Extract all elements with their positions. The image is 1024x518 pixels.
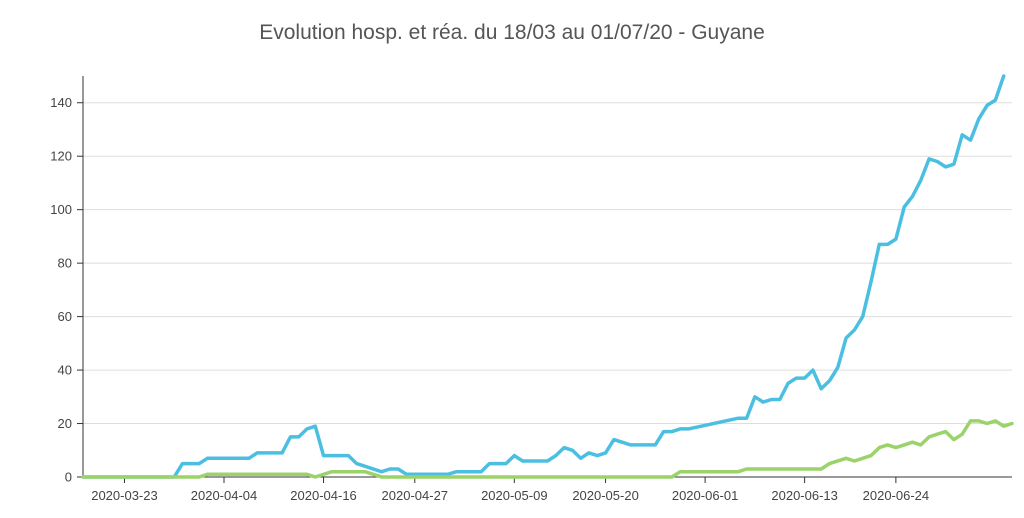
x-tick-label: 2020-04-27 (382, 488, 449, 503)
x-tick-label: 2020-04-04 (191, 488, 258, 503)
chart-title: Evolution hosp. et réa. du 18/03 au 01/0… (259, 21, 765, 44)
x-tick-label: 2020-04-16 (290, 488, 357, 503)
x-axis: 2020-03-23 2020-04-04 2020-04-16 2020-04-27… (83, 476, 1012, 503)
x-tick-label: 2020-03-23 (91, 488, 158, 503)
y-axis: 0 20 40 60 80 100 120 140 (50, 76, 84, 485)
x-tick-label: 2020-05-20 (572, 488, 639, 503)
x-tick-label: 2020-06-13 (771, 488, 838, 503)
series-line-1 (81, 74, 1006, 479)
x-tick-label: 2020-05-09 (481, 488, 548, 503)
series-lines (81, 74, 1014, 479)
y-tick-label: 20 (58, 416, 72, 431)
y-tick-label: 40 (58, 363, 72, 378)
y-tick-label: 60 (58, 309, 72, 324)
y-tick-label: 120 (50, 149, 72, 164)
y-tick-label: 100 (50, 202, 72, 217)
y-tick-label: 140 (50, 95, 72, 110)
series-line-2 (81, 419, 1014, 479)
x-tick-label: 2020-06-24 (863, 488, 930, 503)
gridlines (83, 102, 1012, 425)
y-tick-label: 80 (58, 256, 72, 271)
y-tick-label: 0 (65, 470, 72, 485)
x-tick-label: 2020-06-01 (672, 488, 739, 503)
